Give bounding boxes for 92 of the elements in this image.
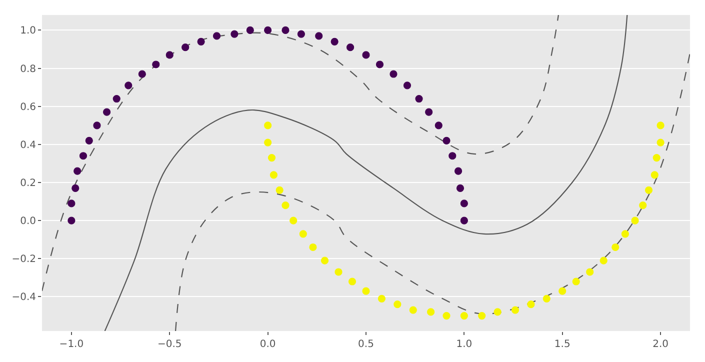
point [631,216,639,224]
y-tick-label: 0.4 [20,140,36,151]
point [454,167,462,175]
point [460,312,468,320]
point [68,216,76,224]
point [442,136,450,144]
point [656,138,664,146]
y-tick-label: 0.0 [20,216,36,228]
point [558,287,566,295]
y-tick-label: −0.4 [12,292,36,304]
point [85,136,93,144]
point [612,243,620,252]
point [656,122,664,130]
y-tick-label: 0.2 [20,178,36,190]
point [246,26,254,34]
point [309,243,317,252]
point [282,26,290,34]
point [586,268,594,276]
x-tick-label: 2.0 [652,339,669,350]
point [297,30,305,38]
point [282,202,290,210]
point [320,256,329,264]
point [166,51,174,59]
y-tick-label: 0.6 [20,102,36,113]
point [376,60,384,68]
point [434,122,442,130]
point [212,32,221,40]
point [197,38,205,46]
point [650,171,658,179]
point [230,30,238,38]
point [403,82,412,90]
point [494,308,502,316]
point [378,294,386,302]
point [68,200,76,208]
point [346,44,354,52]
point [264,26,272,34]
line-series [174,52,690,331]
point [644,186,653,194]
point [112,94,120,103]
point [276,186,284,194]
point [362,51,370,59]
x-tick-label: 1.0 [456,339,472,350]
point [415,94,423,103]
point [542,294,550,302]
point [79,152,88,160]
point [334,268,342,276]
point [362,287,370,295]
point [124,82,132,90]
point [138,70,146,78]
point [268,154,276,162]
point [460,216,468,224]
point [394,300,402,308]
point [270,171,278,179]
x-tick-label: −1.0 [59,339,84,350]
point [409,306,417,314]
point [427,308,435,316]
point [103,108,111,116]
point [527,300,535,308]
point [390,70,398,78]
point [511,306,520,314]
point [182,44,190,52]
y-tick-label: 1.0 [20,26,36,37]
point [600,256,608,264]
x-tick-label: 0.0 [260,339,276,350]
point [425,108,433,116]
point [621,230,629,238]
point [290,216,298,224]
point [460,200,468,208]
point [639,202,647,210]
point [572,278,580,286]
point [348,278,356,286]
point [264,138,272,146]
point [478,312,486,320]
point [299,230,307,238]
point [330,38,338,46]
point [652,154,660,162]
point [456,184,464,192]
point [264,122,272,130]
y-tick-label: −0.2 [12,254,36,266]
x-tick-label: 0.5 [358,339,374,350]
point [315,32,323,40]
point [442,312,450,320]
y-tick-label: 0.8 [20,64,36,75]
line-series [42,15,559,292]
point [152,60,160,68]
point [74,167,82,175]
point [448,152,456,160]
x-tick-label: −0.5 [157,339,182,350]
line-series [104,15,628,331]
x-tick-label: 1.5 [554,339,570,350]
point [93,122,101,130]
point [72,184,80,192]
